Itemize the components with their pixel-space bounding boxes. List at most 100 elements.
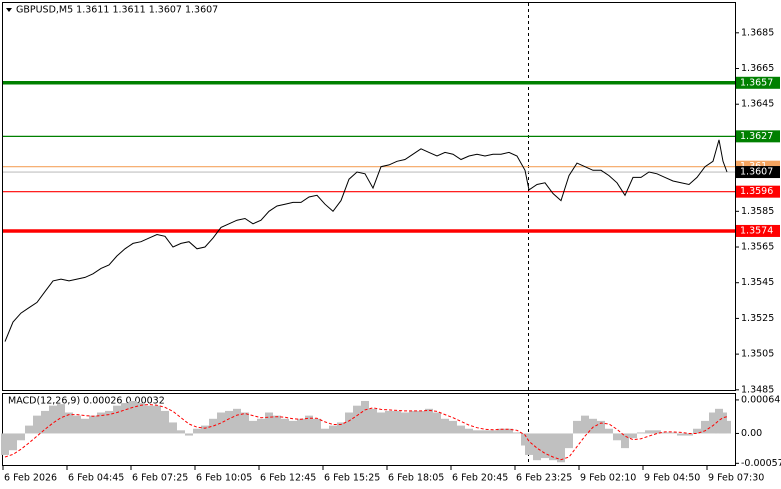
macd-bar [353, 405, 361, 434]
x-tick-label: 6 Feb 12:45 [260, 473, 316, 484]
macd-bar [417, 410, 425, 434]
macd-bar [361, 400, 369, 434]
y-tick-label: 1.3485 [741, 384, 774, 395]
x-tick-label: 6 Feb 10:05 [196, 473, 252, 484]
macd-bar [89, 415, 97, 434]
macd-bar [513, 432, 521, 434]
symbol-menu-icon[interactable] [6, 8, 12, 12]
price-level-label: 1.3596 [740, 186, 773, 197]
macd-bar [105, 410, 113, 434]
macd-bar [473, 430, 481, 434]
macd-bar [49, 405, 57, 434]
price-level-label: 1.3607 [740, 167, 773, 178]
macd-bar [369, 408, 377, 434]
price-level-badge [736, 76, 780, 89]
macd-signal [4, 404, 728, 461]
x-tick-label: 6 Feb 04:45 [68, 473, 124, 484]
x-tick-label: 6 Feb 07:25 [132, 473, 188, 484]
macd-bar [25, 425, 33, 434]
macd-bar [265, 412, 273, 434]
macd-bar [505, 428, 513, 434]
y-tick-label: 1.3665 [741, 63, 774, 74]
macd-bar [385, 410, 393, 434]
macd-bar [557, 433, 565, 463]
macd-bar [701, 420, 709, 434]
macd-bar [217, 412, 225, 434]
x-tick-label: 9 Feb 04:50 [644, 473, 700, 484]
price-level-badge [736, 185, 780, 198]
macd-bar [541, 433, 549, 459]
macd-bar [17, 433, 25, 441]
y-tick-label: 0.00 [741, 428, 762, 439]
macd-bar [533, 433, 541, 461]
macd-bar [497, 428, 505, 434]
macd-bar [297, 418, 305, 434]
y-tick-label: 0.00064 [741, 394, 780, 405]
macd-bar [345, 412, 353, 434]
macd-title: MACD(12,26,9) 0.00026 0.00032 [8, 396, 165, 407]
macd-bar [65, 412, 73, 434]
macd-bar [161, 410, 169, 434]
y-tick-label: 1.3585 [741, 206, 774, 217]
macd-bar [57, 404, 65, 434]
macd-bar [137, 403, 145, 434]
macd-bar [225, 410, 233, 434]
price-level-label: 1.3574 [740, 225, 773, 236]
macd-bar [177, 430, 185, 434]
y-tick-label: 1.3525 [741, 313, 774, 324]
macd-bar [185, 433, 193, 436]
macd-bar [377, 412, 385, 434]
macd-bar [661, 432, 669, 434]
x-tick-label: 6 Feb 18:05 [388, 473, 444, 484]
chart-title: GBPUSD,M5 1.3611 1.3611 1.3607 1.3607 [16, 5, 218, 16]
macd-bar [249, 420, 257, 434]
macd-bar [337, 422, 345, 434]
macd-bar [281, 418, 289, 434]
y-tick-label: 1.3645 [741, 99, 774, 110]
macd-bar [409, 410, 417, 434]
macd-bar [121, 403, 129, 434]
macd-bar [273, 415, 281, 434]
macd-bar [723, 420, 731, 434]
macd-bar [9, 433, 17, 451]
macd-bar [589, 418, 597, 434]
price-line [4, 139, 728, 342]
macd-bar [169, 422, 177, 434]
macd-bar [629, 433, 637, 439]
macd-bar [401, 412, 409, 434]
macd-bar [113, 405, 121, 434]
y-tick-label: 1.3545 [741, 277, 774, 288]
macd-bar [549, 433, 557, 461]
macd-bar [481, 430, 489, 434]
plot-layer: 1.3685 1.3665 1.3645 1.3585 1.3565 1.3545 1.35… [1, 27, 781, 484]
macd-bar [449, 420, 457, 434]
macd-bar [565, 433, 573, 449]
macd-bar [525, 433, 533, 455]
price-level-badge [736, 130, 780, 143]
macd-bar [193, 428, 201, 434]
macd-bar [653, 430, 661, 434]
macd-bar [233, 408, 241, 434]
macd-bar [669, 432, 677, 434]
macd-bar [209, 418, 217, 434]
x-tick-label: 6 Feb 20:45 [452, 473, 508, 484]
x-tick-label: 6 Feb 2026 [4, 473, 57, 484]
macd-bar [41, 410, 49, 434]
macd-bar [129, 400, 137, 434]
macd-bar [241, 412, 249, 434]
macd-bar [329, 425, 337, 434]
macd-bar [685, 433, 693, 436]
x-tick-label: 9 Feb 02:10 [580, 473, 636, 484]
macd-bar [33, 415, 41, 434]
y-tick-label: 1.3505 [741, 349, 774, 360]
macd-bar [153, 405, 161, 434]
macd-bar [709, 412, 717, 434]
macd-bar [97, 412, 105, 434]
macd-bar [573, 420, 581, 434]
macd-bar [321, 428, 329, 434]
y-tick-label: 1.3565 [741, 242, 774, 253]
macd-bar [605, 428, 613, 434]
macd-bar [597, 420, 605, 434]
x-tick-label: 6 Feb 23:25 [516, 473, 572, 484]
macd-panel-frame [2, 393, 736, 466]
